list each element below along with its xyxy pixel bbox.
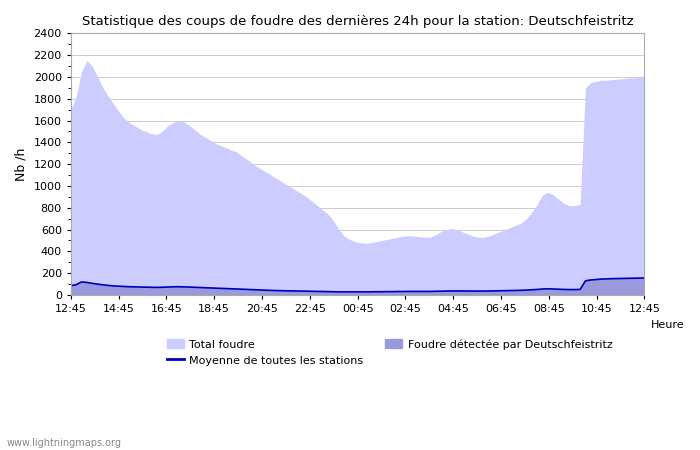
Legend: Total foudre, Moyenne de toutes les stations, Foudre détectée par Deutschfeistri: Total foudre, Moyenne de toutes les stat… bbox=[162, 335, 617, 370]
Text: Heure: Heure bbox=[652, 320, 685, 330]
Text: www.lightningmaps.org: www.lightningmaps.org bbox=[7, 438, 122, 448]
Title: Statistique des coups de foudre des dernières 24h pour la station: Deutschfeistr: Statistique des coups de foudre des dern… bbox=[82, 15, 634, 28]
Y-axis label: Nb /h: Nb /h bbox=[15, 148, 28, 181]
